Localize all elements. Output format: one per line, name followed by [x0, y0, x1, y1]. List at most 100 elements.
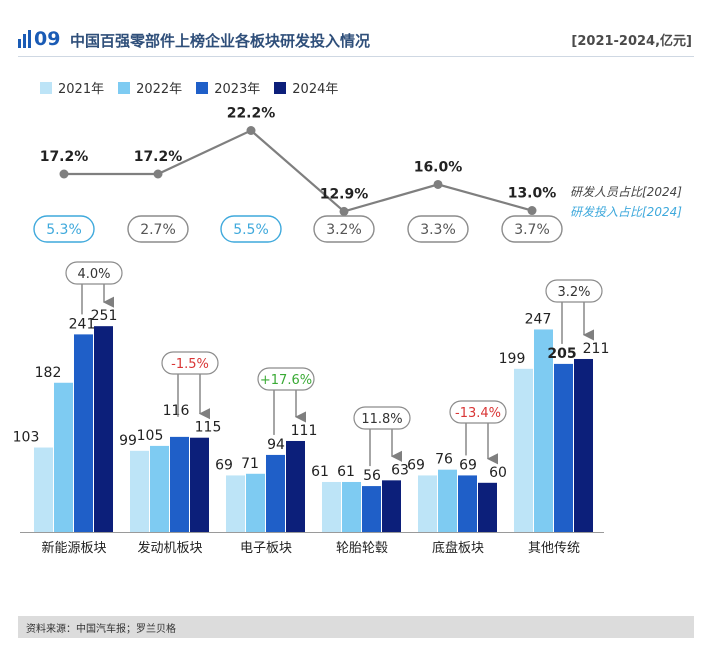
- legend-label: 2023年: [214, 82, 261, 97]
- staff-ratio-label: 12.9%: [320, 186, 369, 202]
- bar-2023: [266, 454, 285, 532]
- page-title: 中国百强零部件上榜企业各板块研发投入情况: [70, 32, 371, 50]
- staff-ratio-point: [153, 169, 163, 179]
- staff-ratio-label: 13.0%: [508, 186, 557, 202]
- bar-2022: [438, 469, 457, 532]
- source-note: 资料来源：中国汽车报；罗兰贝格: [26, 624, 176, 635]
- bar-value-label: 69: [215, 457, 233, 473]
- growth-pill: [257, 367, 315, 391]
- bar-2022: [246, 473, 265, 532]
- invest-ratio-label: 3.2%: [326, 222, 362, 238]
- bar-2023: [458, 475, 477, 532]
- bar-2021: [34, 447, 53, 532]
- category-label: 发动机板块: [137, 540, 202, 556]
- category-label: 新能源板块: [41, 540, 106, 556]
- staff-ratio-label: 22.2%: [227, 106, 276, 122]
- legend-swatch: [196, 81, 209, 94]
- bar-value-label: 63: [391, 462, 409, 478]
- staff-ratio-point: [527, 206, 537, 216]
- category-label: 底盘板块: [432, 540, 484, 556]
- legend-label: 2022年: [136, 82, 183, 97]
- legend-item-2022: 2022年: [118, 78, 182, 97]
- growth-label: -13.4%: [455, 406, 501, 421]
- bar-value-label: 61: [337, 464, 355, 480]
- legend: 2021年 2022年 2023年 2024年: [40, 78, 338, 97]
- bar-2022: [534, 329, 553, 532]
- invest-ratio-series-label: 研发投入占比[2024]: [570, 205, 682, 219]
- bar-2022: [54, 382, 73, 532]
- bar-value-label: 241: [69, 316, 96, 332]
- bar-value-label: 182: [35, 365, 62, 381]
- bar-value-label: 115: [195, 420, 222, 436]
- bar-value-label: 69: [459, 457, 477, 473]
- bar-2024: [94, 326, 113, 532]
- staff-ratio-label: 16.0%: [414, 159, 463, 175]
- bar-value-label: 71: [241, 456, 259, 472]
- growth-pill: [353, 406, 411, 430]
- category-label: 轮胎轮毂: [336, 541, 388, 556]
- bar-value-label: 94: [267, 437, 285, 453]
- category-label: 电子板块: [240, 541, 292, 556]
- bar-2024: [190, 437, 209, 532]
- invest-ratio-label: 5.5%: [233, 222, 269, 238]
- legend-swatch: [118, 81, 131, 94]
- unit-range: [2021-2024,亿元]: [571, 34, 692, 49]
- bar-2023: [74, 334, 93, 532]
- growth-pill: [65, 261, 123, 285]
- bar-value-label: 251: [91, 308, 118, 324]
- bar-2024: [478, 482, 497, 532]
- growth-label: -1.5%: [171, 357, 209, 372]
- invest-ratio-label: 3.7%: [514, 222, 550, 238]
- bar-value-label: 211: [583, 341, 610, 357]
- legend-label: 2021年: [58, 82, 105, 97]
- bar-2024: [286, 440, 305, 532]
- growth-pill: [449, 400, 507, 424]
- invest-ratio-label: 2.7%: [140, 222, 176, 238]
- header-divider: [18, 56, 694, 57]
- staff-ratio-point: [339, 206, 349, 216]
- legend-swatch: [40, 81, 52, 94]
- category-label: 其他传统: [528, 541, 580, 556]
- bar-2023: [170, 436, 189, 532]
- growth-label: 4.0%: [77, 267, 110, 282]
- growth-pill: [545, 279, 603, 303]
- bar-2023: [362, 486, 381, 532]
- bar-2024: [382, 480, 401, 532]
- bar-2021: [226, 475, 245, 532]
- invest-ratio-pill: [127, 215, 189, 243]
- bar-value-label: 99: [119, 433, 137, 449]
- bar-value-label: 205: [547, 346, 576, 362]
- bar-value-label: 105: [137, 428, 164, 444]
- invest-ratio-label: 5.3%: [46, 222, 82, 238]
- bar-2021: [514, 368, 533, 532]
- bar-value-label: 103: [13, 430, 40, 446]
- bar-chart-icon: [18, 30, 31, 48]
- invest-ratio-pill: [407, 215, 469, 243]
- legend-label: 2024年: [292, 82, 339, 97]
- legend-item-2021: 2021年: [40, 78, 104, 97]
- bar-value-label: 60: [489, 465, 507, 481]
- bar-value-label: 247: [525, 311, 552, 327]
- footer-bar: [18, 616, 694, 638]
- growth-label: 11.8%: [361, 412, 402, 427]
- growth-pill: [161, 351, 219, 375]
- bar-value-label: 69: [407, 457, 425, 473]
- bar-value-label: 199: [499, 351, 526, 367]
- invest-ratio-pill: [501, 215, 563, 243]
- staff-ratio-label: 17.2%: [40, 149, 89, 165]
- bar-value-label: 111: [291, 423, 318, 439]
- bar-2022: [342, 481, 361, 532]
- bar-2021: [322, 481, 341, 532]
- bar-value-label: 61: [311, 464, 329, 480]
- legend-swatch: [274, 81, 287, 94]
- growth-label: 3.2%: [557, 285, 590, 300]
- invest-ratio-pill: [313, 215, 375, 243]
- bar-value-label: 56: [363, 468, 381, 484]
- invest-ratio-label: 3.3%: [420, 222, 456, 238]
- staff-ratio-line: [64, 129, 533, 213]
- bar-2024: [574, 358, 593, 532]
- staff-ratio-point: [433, 179, 443, 189]
- section-number: 09: [34, 28, 61, 50]
- bar-value-label: 116: [163, 403, 190, 419]
